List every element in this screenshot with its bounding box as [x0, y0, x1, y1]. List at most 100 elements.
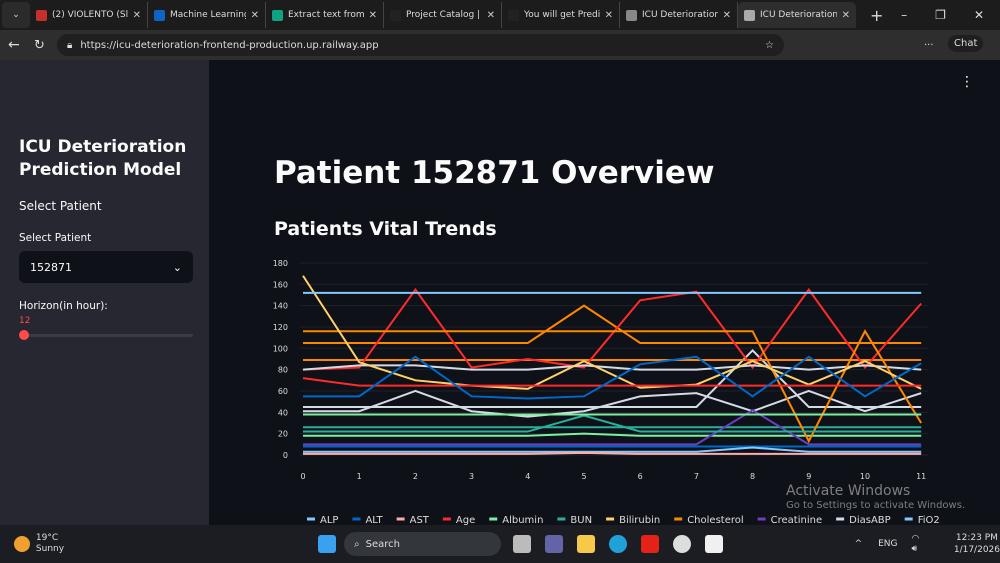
browser-tab[interactable]: Machine Learning ✕ [148, 2, 266, 28]
favorite-star-icon[interactable]: ☆ [765, 39, 774, 51]
chevron-down-icon: ⌄ [172, 260, 182, 274]
weather-text: Sunny [35, 544, 65, 554]
patient-select[interactable]: 152871 ⌄ [19, 251, 193, 283]
x-tick-label: 0 [300, 472, 305, 481]
menu-dots-icon[interactable]: ··· [924, 39, 934, 51]
edge-icon[interactable] [608, 535, 627, 553]
y-tick-label: 0 [283, 451, 288, 460]
chart-heading: Patients Vital Trends [274, 218, 497, 240]
y-tick-label: 140 [273, 302, 288, 311]
series-line [302, 287, 922, 371]
clock[interactable]: 12:23 PM 1/17/2026 [953, 533, 1000, 555]
close-tab-icon[interactable]: ✕ [250, 9, 259, 21]
x-tick-label: 3 [469, 472, 474, 481]
y-tick-label: 20 [278, 430, 288, 439]
series-line [303, 446, 922, 453]
close-tab-icon[interactable]: ✕ [841, 9, 850, 21]
tab-favicon-icon [36, 9, 47, 21]
series-line [302, 364, 922, 371]
close-window-button[interactable]: ✕ [973, 8, 984, 22]
vital-trends-chart: 0 20 40 60 80 100 120 140 160 180 0 1 2 3 4 5 6 7 8 9 10 11 AL… [273, 259, 940, 525]
browser-tab[interactable]: (2) VIOLENTO (Slov✕ [30, 2, 148, 28]
y-tick-label: 160 [273, 280, 288, 289]
x-tick-label: 9 [806, 472, 811, 481]
series-line [302, 377, 922, 387]
series-line [303, 349, 922, 408]
legend-item: Age [456, 515, 475, 525]
browser-tab[interactable]: Extract text from p✕ [266, 2, 384, 28]
series-line [303, 414, 922, 433]
slider-value: 12 [19, 316, 31, 326]
tab-actions-button[interactable]: ⌄ [2, 2, 30, 28]
new-tab-button[interactable]: + [870, 5, 884, 25]
chrome-icon[interactable] [672, 535, 691, 553]
browser-tab[interactable]: ICU Deterioration ✕ [738, 2, 856, 28]
tray-chevron-icon[interactable]: ^ [854, 539, 863, 549]
close-tab-icon[interactable]: ✕ [604, 9, 613, 21]
browser-tab[interactable]: ICU Deterioration ✕ [620, 2, 738, 28]
slider-label: Horizon(in hour): [19, 300, 108, 312]
y-tick-label: 180 [273, 259, 288, 268]
series-line [303, 355, 922, 400]
x-tick-label: 11 [916, 472, 926, 481]
x-tick-label: 7 [694, 472, 699, 481]
x-tick-label: 4 [525, 472, 530, 481]
maximize-button[interactable]: ❐ [935, 8, 946, 22]
search-box[interactable]: ⌕ Search [343, 532, 502, 556]
close-tab-icon[interactable]: ✕ [722, 9, 731, 21]
y-tick-label: 120 [273, 323, 288, 332]
legend-item: ALT [365, 515, 383, 525]
series-line [303, 451, 922, 455]
close-tab-icon[interactable]: ✕ [368, 9, 377, 21]
refresh-icon[interactable]: ↻ [34, 37, 45, 53]
tab-favicon-icon [154, 9, 165, 21]
language-indicator[interactable]: ENG [878, 539, 898, 549]
legend-item: Bilirubin [619, 515, 660, 525]
taskview-icon[interactable] [513, 535, 532, 553]
legend-item: DiasABP [849, 515, 891, 525]
horizon-slider-track[interactable] [22, 334, 193, 337]
search-icon: ⌕ [353, 538, 360, 550]
file-explorer-icon[interactable] [577, 535, 595, 553]
select-label: Select Patient [19, 232, 92, 244]
minimize-button[interactable]: – [901, 8, 908, 22]
close-tab-icon[interactable]: ✕ [132, 9, 141, 21]
browser-tab[interactable]: You will get Predic ✕ [502, 2, 620, 28]
x-tick-label: 2 [413, 472, 418, 481]
series-line [303, 304, 922, 344]
section-label: Select Patient [19, 199, 102, 213]
close-tab-icon[interactable]: ✕ [486, 9, 495, 21]
horizon-slider-thumb[interactable] [19, 330, 29, 340]
sidebar: ICU Deterioration Prediction Model Selec… [0, 60, 209, 525]
url-input[interactable]: 🔒︎ https://icu-deterioration-frontend-pro… [57, 34, 784, 56]
sidebar-title: ICU Deterioration Prediction Model [19, 137, 187, 180]
browser-tab[interactable]: Project Catalog | U ✕ [384, 2, 502, 28]
y-tick-label: 80 [278, 366, 288, 375]
x-tick-label: 10 [860, 472, 870, 481]
activate-windows-watermark: Activate Windows [786, 483, 911, 499]
legend-item: Creatinine [771, 515, 822, 525]
series-line [302, 275, 922, 390]
teams-icon[interactable] [545, 535, 564, 553]
y-tick-label: 100 [273, 344, 288, 353]
x-tick-label: 8 [750, 472, 755, 481]
series-line [303, 329, 923, 444]
x-tick-label: 5 [581, 472, 586, 481]
temperature: 19°C [35, 533, 59, 543]
tab-favicon-icon [272, 9, 283, 21]
main-menu-icon[interactable]: ⋮ [960, 74, 974, 90]
copilot-chat-button[interactable]: Chat [948, 35, 984, 52]
start-icon[interactable] [318, 535, 336, 553]
back-icon[interactable]: ← [8, 37, 20, 53]
youtube-icon[interactable] [640, 535, 659, 553]
legend-item: FiO2 [918, 515, 940, 525]
y-tick-label: 40 [278, 408, 288, 417]
browser-tab-bar: ⌄ (2) VIOLENTO (Slov✕Machine Learning✕Ex… [0, 0, 1000, 30]
tab-favicon-icon [508, 9, 519, 21]
legend-item: ALP [320, 515, 338, 525]
weather-icon[interactable] [14, 536, 30, 552]
store-icon[interactable] [704, 535, 723, 553]
legend-item: AST [410, 515, 430, 525]
network-icon[interactable]: ◠ 🔊︎ [911, 534, 920, 554]
address-bar-row: ← ↻ 🔒︎ https://icu-deterioration-frontend… [0, 30, 1000, 60]
